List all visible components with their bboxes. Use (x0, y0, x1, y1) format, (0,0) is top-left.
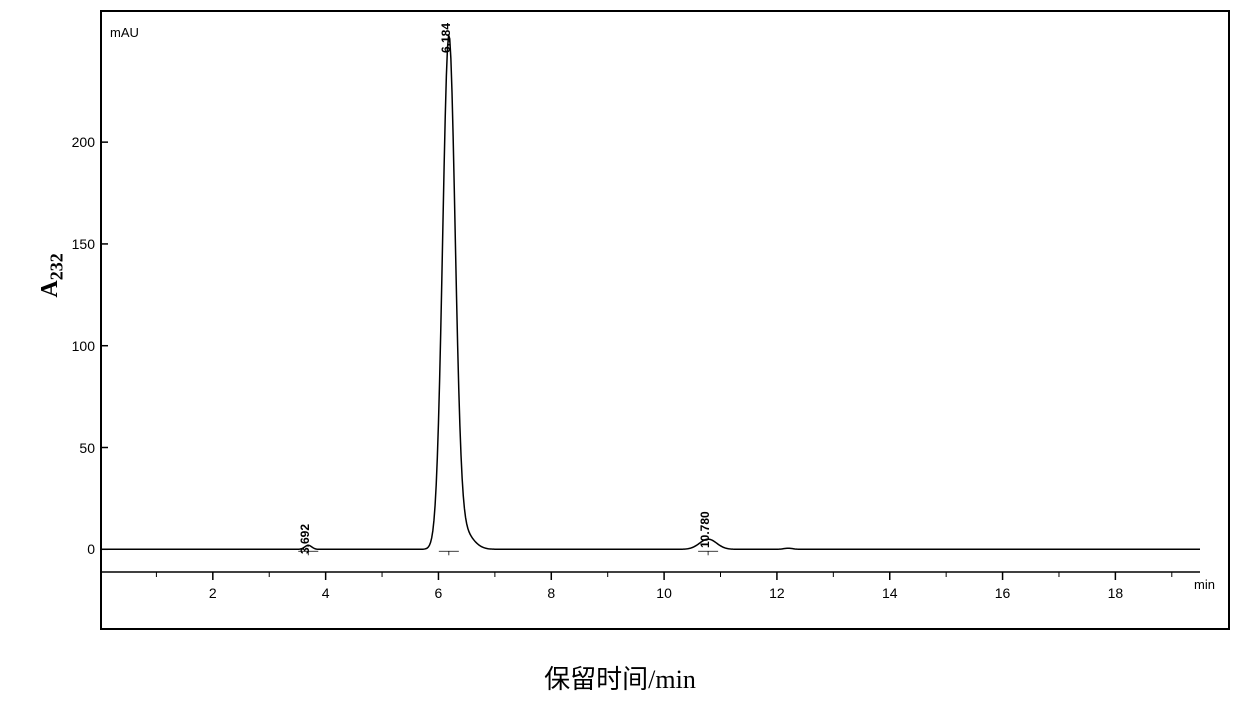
plot-area: 3.692 6.184 10.780 (100, 20, 1200, 590)
peak-label: 10.780 (698, 511, 712, 548)
x-tick-label: 8 (547, 585, 555, 601)
x-axis-title: 保留时间/min (544, 659, 696, 696)
x-tick-label: 14 (882, 585, 898, 601)
y-tick-label: 150 (55, 236, 95, 252)
x-tick-label: 10 (656, 585, 672, 601)
y-tick-label: 50 (55, 440, 95, 456)
x-tick-label: 4 (322, 585, 330, 601)
y-axis-label: A232 (37, 253, 68, 297)
y-tick-label: 100 (55, 338, 95, 354)
chromatogram-svg (100, 20, 1200, 590)
peak-label: 3.692 (298, 524, 312, 554)
x-tick-label: 6 (435, 585, 443, 601)
x-tick-label: 12 (769, 585, 785, 601)
x-tick-label: 2 (209, 585, 217, 601)
x-tick-label: 18 (1108, 585, 1124, 601)
peak-label: 6.184 (439, 23, 453, 53)
chart-container: A232 mAU min 3.6926.18410.780 0501001502… (60, 10, 1230, 630)
y-tick-label: 200 (55, 134, 95, 150)
x-tick-label: 16 (995, 585, 1011, 601)
y-tick-label: 0 (55, 541, 95, 557)
